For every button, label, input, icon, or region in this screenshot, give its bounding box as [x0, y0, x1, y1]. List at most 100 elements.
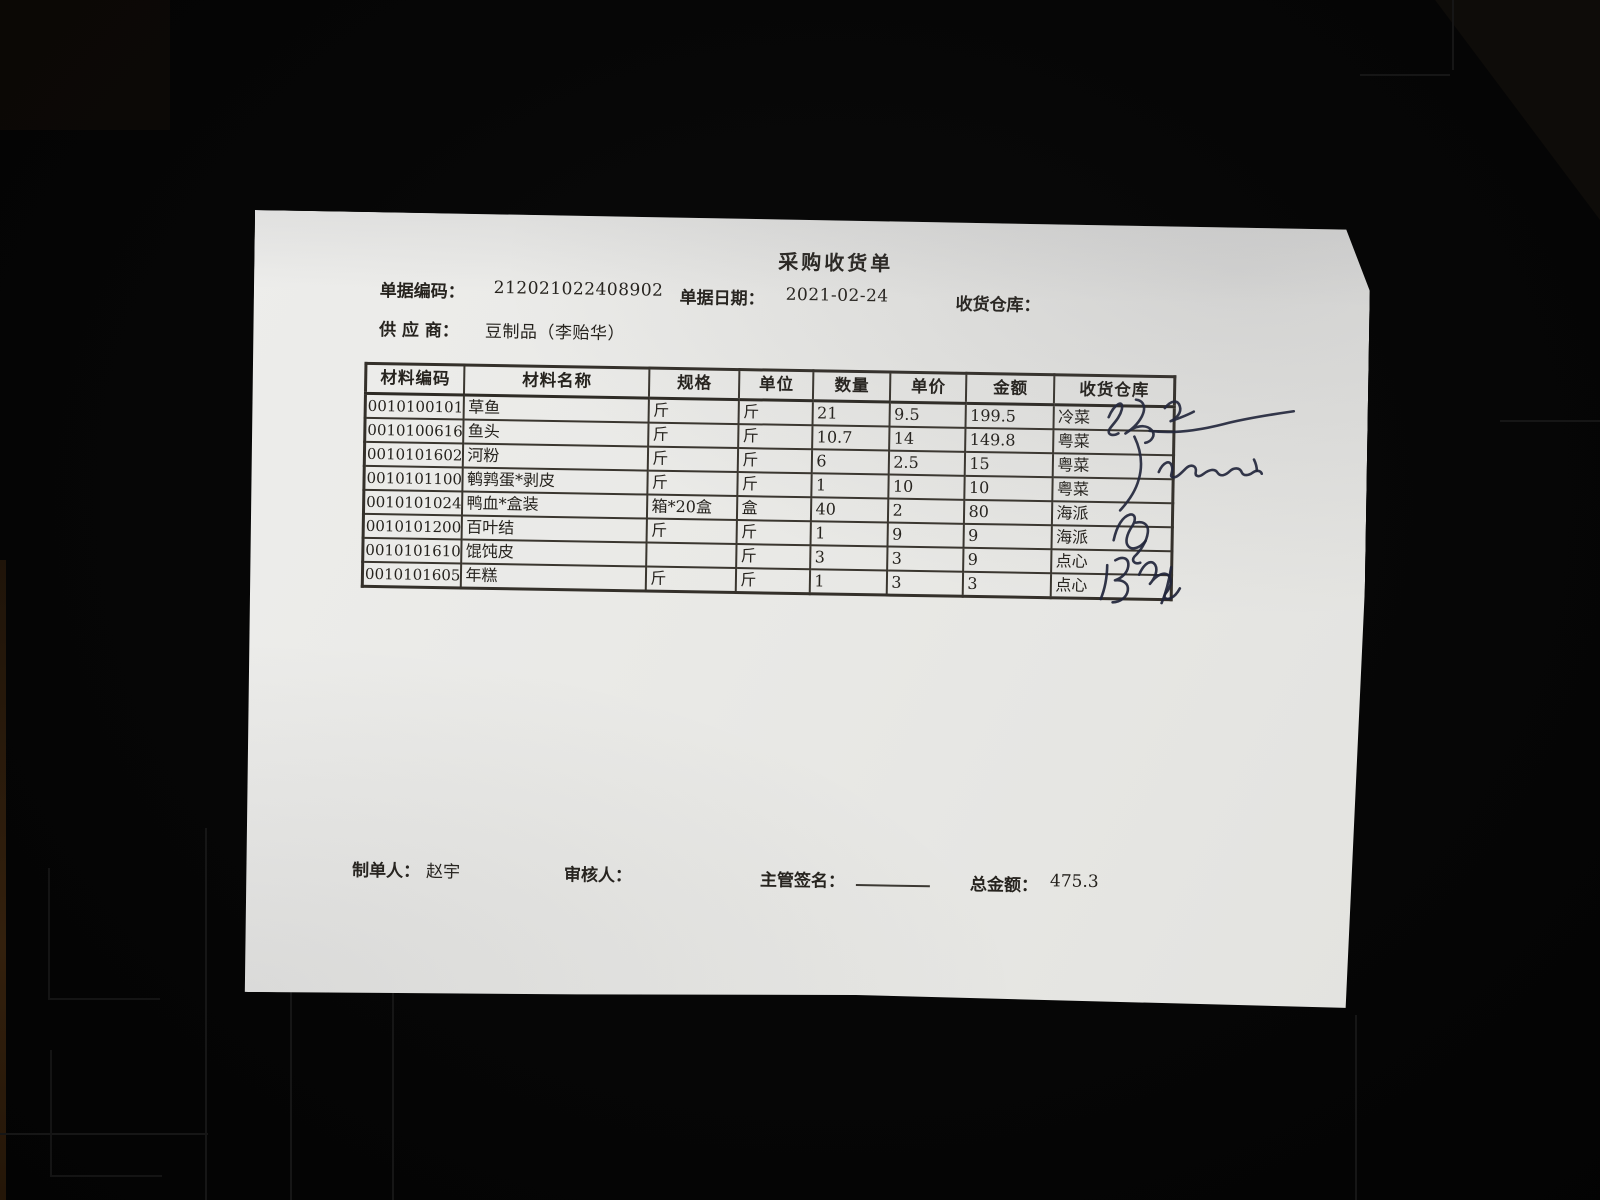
- table-cell: 草鱼: [464, 395, 649, 423]
- table-cell: 斤: [648, 447, 738, 472]
- total-label: 总金额：: [969, 874, 1039, 897]
- total-value: 475.3: [1049, 871, 1099, 893]
- table-cell: 海派: [1052, 525, 1172, 551]
- surface-seam: [1360, 74, 1450, 76]
- signature-blank-line: [856, 884, 930, 887]
- table-header-cell: 单价: [890, 372, 966, 403]
- table-cell: 斤: [738, 448, 812, 473]
- sign-label: 主管签名：: [759, 870, 846, 892]
- table-cell: 1: [810, 569, 887, 595]
- document-title: 采购收货单: [778, 249, 894, 276]
- table-cell: 鹌鹑蛋*剥皮: [463, 467, 648, 494]
- table-cell: 0010101605: [362, 562, 461, 588]
- table-cell: 3: [811, 545, 888, 570]
- table-header-cell: 材料名称: [464, 365, 649, 398]
- auditor-label: 审核人：: [563, 865, 633, 887]
- table-cell: 斤: [739, 400, 813, 426]
- doc-date-label: 单据日期：: [679, 288, 765, 310]
- table-cell: 6: [812, 449, 889, 474]
- table-cell: 9: [888, 523, 964, 548]
- table-cell: 9.5: [890, 402, 966, 428]
- items-table: 材料编码 材料名称 规格 单位 数量 单价 金额 收货仓库 0010100101 草鱼斤斤 21 9.…: [361, 362, 1177, 601]
- table-cell: 箱*20盒: [647, 495, 737, 520]
- table-cell: 斤: [739, 424, 813, 449]
- table-cell: 10: [965, 476, 1053, 501]
- table-cell: 40: [811, 497, 888, 522]
- table-cell: 3: [963, 572, 1051, 598]
- table-cell: 0010101200: [363, 514, 462, 540]
- panel-groove: [50, 1050, 162, 1177]
- table-cell: 鸭血*盒装: [462, 491, 647, 518]
- table-cell: 3: [887, 571, 963, 597]
- background-wood-edge: [0, 560, 6, 1200]
- table-cell: 斤: [738, 472, 812, 497]
- panel-groove: [48, 868, 160, 1000]
- table-header-cell: 数量: [813, 371, 890, 402]
- doc-date-value: 2021-02-24: [785, 284, 889, 307]
- cursive-note-tick-ink: [1254, 460, 1257, 471]
- table-cell: 粤菜: [1053, 453, 1173, 479]
- table-cell: 0010100616: [365, 418, 464, 444]
- table-cell: 百叶结: [462, 515, 647, 542]
- table-cell: 斤: [737, 520, 811, 545]
- supplier-value: 豆制品（李贻华）: [484, 321, 626, 345]
- table-cell: 斤: [646, 567, 736, 593]
- table-header-cell: 材料编码: [365, 363, 464, 395]
- surface-seam: [1500, 420, 1600, 422]
- table-header-cell: 金额: [966, 373, 1054, 404]
- table-cell: 0010100101: [365, 393, 464, 419]
- table-cell: 粤菜: [1054, 429, 1174, 455]
- doc-code-value: 212021022408902: [493, 277, 664, 301]
- table-cell: 199.5: [966, 403, 1054, 429]
- table-cell: 80: [964, 500, 1052, 525]
- table-cell: 河粉: [463, 443, 648, 470]
- table-cell: [647, 543, 737, 568]
- surface-seam: [0, 1133, 208, 1135]
- table-header-cell: 单位: [739, 370, 813, 401]
- table-cell: 斤: [736, 568, 810, 594]
- table-cell: 斤: [737, 544, 811, 569]
- table-cell: 0010101610: [363, 538, 462, 564]
- table-cell: 斤: [647, 519, 737, 544]
- table-cell: 斤: [649, 398, 739, 424]
- surface-seam: [1355, 1015, 1357, 1200]
- table-cell: 0010101602: [364, 442, 463, 468]
- warehouse-label: 收货仓库：: [955, 294, 1041, 317]
- table-cell: 10: [889, 475, 965, 500]
- table-cell: 馄饨皮: [462, 539, 647, 566]
- receipt-paper: 采购收货单 单据编码： 212021022408902 单据日期： 2021-0…: [242, 210, 1371, 1010]
- table-cell: 点心: [1051, 573, 1171, 599]
- table-cell: 149.8: [966, 428, 1054, 453]
- table-cell: 2: [888, 499, 964, 524]
- supplier-label: 供 应 商：: [378, 320, 460, 342]
- table-cell: 21: [813, 401, 890, 427]
- table-cell: 14: [890, 427, 966, 452]
- table-cell: 9: [964, 524, 1052, 549]
- table-cell: 斤: [649, 423, 739, 448]
- table-cell: 点心: [1052, 549, 1172, 575]
- surface-seam: [205, 828, 207, 1200]
- table-cell: 9: [964, 548, 1052, 573]
- table-cell: 1: [812, 473, 889, 498]
- table-cell: 斤: [648, 471, 738, 496]
- table-cell: 0010101100: [364, 466, 463, 492]
- background-corner-shadow: [0, 0, 170, 130]
- table-cell: 冷菜: [1054, 405, 1174, 431]
- table-cell: 0010101024: [363, 490, 462, 516]
- maker-label: 制单人：: [351, 860, 421, 882]
- table-cell: 鱼头: [464, 419, 649, 446]
- table-cell: 海派: [1052, 501, 1172, 527]
- table-header-cell: 规格: [649, 368, 739, 399]
- table-cell: 1: [811, 521, 888, 546]
- table-cell: 2.5: [889, 451, 965, 476]
- table-cell: 年糕: [461, 563, 646, 591]
- table-cell: 盒: [737, 496, 811, 521]
- table-cell: 10.7: [813, 425, 890, 450]
- table-cell: 15: [965, 452, 1053, 477]
- doc-code-label: 单据编码：: [379, 281, 465, 303]
- maker-value: 赵宇: [425, 861, 461, 883]
- table-cell: 粤菜: [1053, 477, 1173, 503]
- table-cell: 3: [888, 547, 964, 572]
- background-surface-edge: [1435, 0, 1600, 220]
- table-header-cell: 收货仓库: [1054, 375, 1174, 407]
